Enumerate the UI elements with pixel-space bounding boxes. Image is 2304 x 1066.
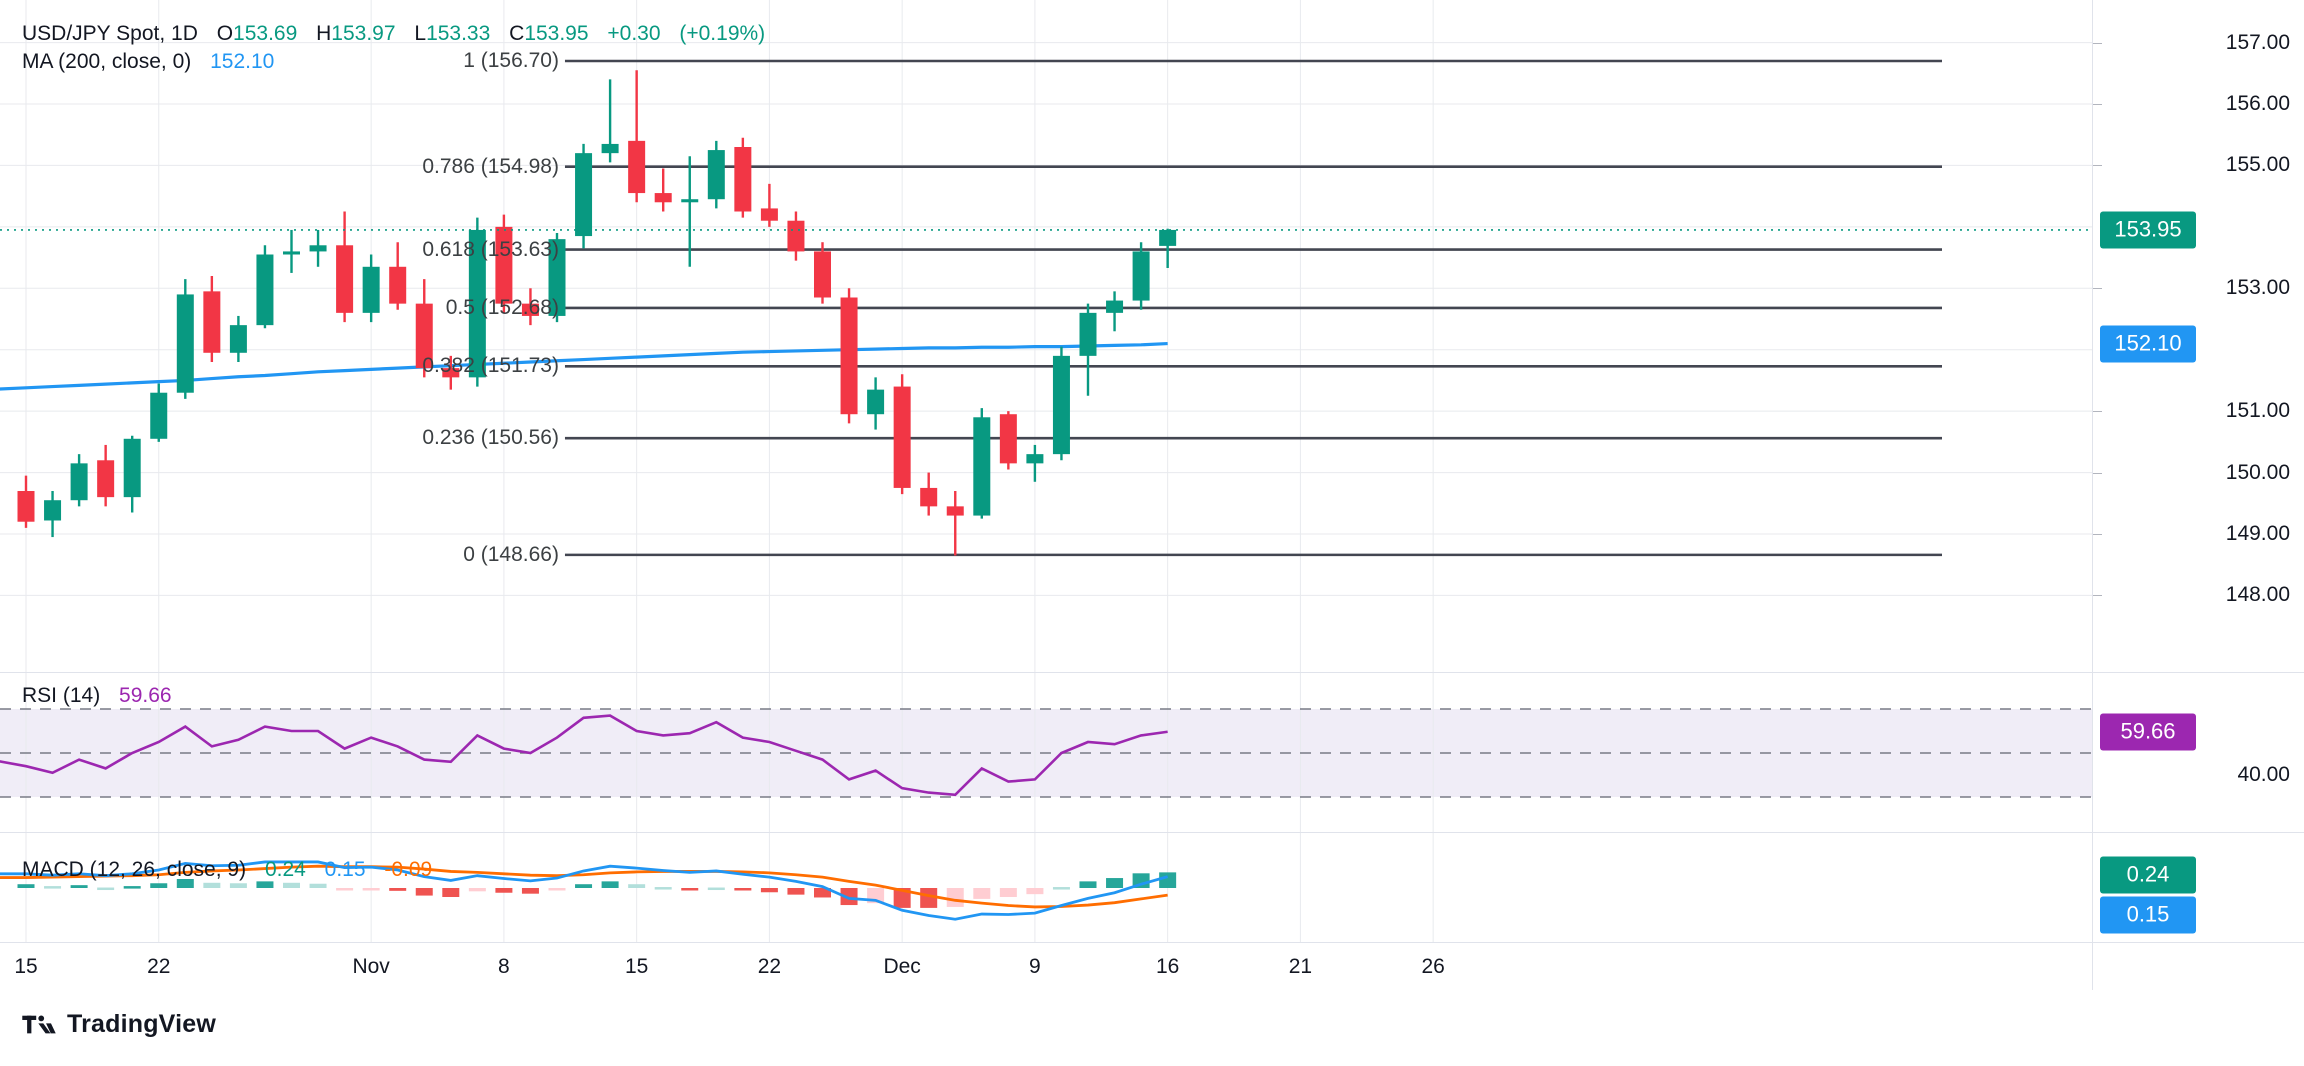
ma-value-badge[interactable]: 152.10 bbox=[2100, 325, 2196, 363]
open-key: O bbox=[216, 22, 234, 45]
price-axis[interactable]: 157.00 156.00 155.00 153.00 151.00 150.00 149.… bbox=[2092, 0, 2304, 672]
change-absolute: +0.30 bbox=[607, 22, 661, 45]
rsi-value-badge[interactable]: 59.66 bbox=[2100, 713, 2196, 751]
time-tick: Nov bbox=[352, 955, 390, 978]
macd-histogram-value: -0.09 bbox=[384, 858, 433, 881]
price-tick: 149.00 bbox=[2225, 522, 2290, 545]
fib-level-0-382: 0.382 (151.73) bbox=[422, 354, 559, 378]
rsi-tick: 40.00 bbox=[2237, 763, 2290, 786]
fib-level-0-5: 0.5 (152.68) bbox=[445, 295, 559, 319]
rsi-axis[interactable]: 40.00 59.66 bbox=[2092, 673, 2304, 832]
time-tick: 15 bbox=[14, 955, 38, 978]
macd-value-badge[interactable]: 0.24 bbox=[2100, 856, 2196, 894]
low-value: 153.33 bbox=[426, 22, 491, 45]
price-tick-dash bbox=[2093, 411, 2102, 413]
price-plot-area[interactable] bbox=[0, 0, 2092, 672]
price-tick-dash bbox=[2093, 104, 2102, 105]
symbol-label[interactable]: USD/JPY Spot, 1D bbox=[22, 22, 198, 45]
rsi-legend[interactable]: RSI (14) 59.66 bbox=[22, 682, 172, 710]
rsi-label[interactable]: RSI (14) bbox=[22, 684, 101, 707]
time-axis-corner bbox=[2092, 943, 2304, 990]
price-pane[interactable]: 157.00 156.00 155.00 153.00 151.00 150.00 149.… bbox=[0, 0, 2304, 672]
ma-value: 152.10 bbox=[210, 50, 275, 73]
rsi-canvas bbox=[0, 673, 2092, 832]
tradingview-logo[interactable]: TradingView bbox=[22, 1010, 216, 1039]
time-axis-ticks[interactable]: 15 22 Nov 8 15 22 Dec 9 16 21 26 bbox=[0, 943, 2092, 990]
price-tick: 155.00 bbox=[2225, 153, 2290, 177]
fib-level-0: 0 (148.66) bbox=[463, 542, 559, 566]
price-tick: 151.00 bbox=[2225, 399, 2290, 423]
high-key: H bbox=[316, 22, 332, 45]
price-tick-dash bbox=[2093, 42, 2102, 44]
fib-level-0-236: 0.236 (150.56) bbox=[422, 426, 559, 450]
fib-level-1: 1 (156.70) bbox=[463, 49, 559, 72]
open-value: 153.69 bbox=[233, 22, 298, 45]
time-tick: 8 bbox=[498, 955, 510, 978]
rsi-pane[interactable]: 40.00 59.66 bbox=[0, 672, 2304, 832]
time-tick: 16 bbox=[1155, 955, 1180, 978]
macd-value: 0.24 bbox=[264, 858, 306, 881]
price-tick: 157.00 bbox=[2225, 30, 2290, 54]
time-tick: 22 bbox=[147, 955, 171, 978]
fib-level-0-618: 0.618 (153.63) bbox=[422, 237, 559, 261]
price-tick-dash bbox=[2093, 472, 2102, 474]
rsi-plot-area[interactable] bbox=[0, 673, 2092, 832]
close-key: C bbox=[509, 22, 525, 45]
high-value: 153.97 bbox=[331, 22, 396, 45]
macd-signal-value: 0.15 bbox=[324, 858, 366, 881]
fib-level-0-786: 0.786 (154.98) bbox=[422, 154, 559, 178]
ma-legend[interactable]: MA (200, close, 0) 152.10 bbox=[22, 48, 274, 76]
price-tick: 150.00 bbox=[2225, 460, 2290, 484]
candle-series bbox=[17, 70, 1177, 556]
ma-label[interactable]: MA (200, close, 0) bbox=[22, 50, 192, 73]
time-tick: 21 bbox=[1288, 955, 1313, 978]
time-tick: 15 bbox=[624, 955, 649, 978]
last-price-badge[interactable]: 153.95 bbox=[2100, 211, 2196, 249]
price-tick-dash bbox=[2093, 534, 2102, 535]
price-tick: 153.00 bbox=[2225, 276, 2290, 300]
tradingview-wordmark: TradingView bbox=[67, 1010, 217, 1038]
price-legend[interactable]: USD/JPY Spot, 1D O153.69 H153.97 L153.33… bbox=[22, 20, 765, 48]
macd-signal-value-badge[interactable]: 0.15 bbox=[2100, 896, 2196, 934]
price-tick-dash bbox=[2093, 595, 2102, 597]
price-tick-dash bbox=[2093, 165, 2102, 167]
macd-plot-area[interactable] bbox=[0, 833, 2092, 942]
tradingview-mark-icon bbox=[22, 1015, 56, 1033]
macd-axis[interactable]: 0.24 0.15 bbox=[2092, 833, 2304, 942]
price-tick: 156.00 bbox=[2225, 92, 2290, 115]
macd-legend[interactable]: MACD (12, 26, close, 9) 0.24 0.15 -0.09 bbox=[22, 856, 432, 884]
macd-pane[interactable]: 0.24 0.15 bbox=[0, 832, 2304, 942]
time-tick: Dec bbox=[883, 955, 921, 978]
rsi-value: 59.66 bbox=[119, 684, 172, 707]
close-value: 153.95 bbox=[524, 22, 589, 45]
time-axis[interactable]: 15 22 Nov 8 15 22 Dec 9 16 21 26 bbox=[0, 942, 2304, 990]
low-key: L bbox=[414, 22, 427, 45]
price-tick-dash bbox=[2093, 288, 2102, 290]
price-canvas bbox=[0, 0, 2092, 672]
time-tick: 22 bbox=[757, 955, 782, 978]
change-percent: (+0.19%) bbox=[679, 22, 766, 45]
macd-label[interactable]: MACD (12, 26, close, 9) bbox=[22, 858, 247, 881]
macd-canvas bbox=[0, 833, 1434, 942]
time-tick: 9 bbox=[1029, 955, 1041, 978]
time-tick: 26 bbox=[1421, 955, 1445, 978]
price-tick: 148.00 bbox=[2225, 583, 2290, 607]
